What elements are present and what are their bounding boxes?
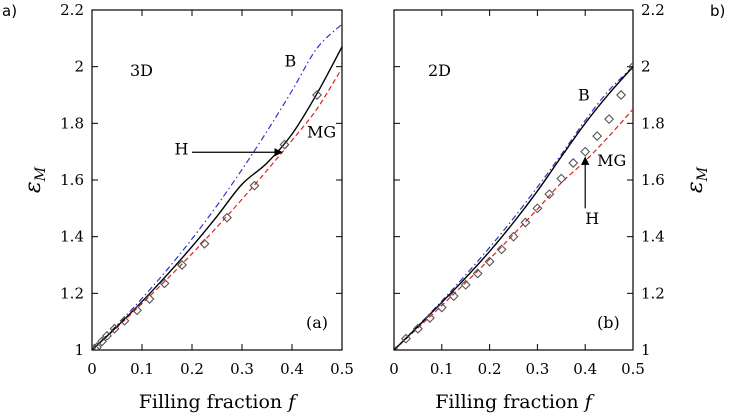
x-tick-label: 0.1 <box>130 360 154 378</box>
data-marker <box>568 158 579 168</box>
x-axis-title: Filling fraction f <box>139 391 298 413</box>
x-axis-title-var: f <box>286 391 298 413</box>
data-marker <box>144 294 155 304</box>
data-marker <box>394 345 399 350</box>
corner-label-right: b) <box>710 2 725 20</box>
y-tick-label: 1.2 <box>641 284 665 302</box>
data-marker <box>448 291 459 302</box>
x-axis-title: Filling fraction f <box>435 391 594 413</box>
y-tick-label: 1.2 <box>60 284 84 302</box>
series-line-b <box>394 66 633 350</box>
x-tick-label: 0.2 <box>478 360 502 378</box>
y-axis-title-symbol: ε <box>683 181 708 193</box>
data-marker <box>412 323 423 334</box>
data-marker <box>496 244 507 255</box>
data-marker <box>580 146 591 157</box>
y-axis-title-symbol: ε <box>21 181 46 193</box>
data-marker <box>472 268 483 279</box>
y-tick-label: 1 <box>74 341 84 359</box>
x-axis-title-text: Filling fraction <box>139 391 288 413</box>
y-axis-title: εM <box>683 166 711 193</box>
y-tick-label: 1 <box>641 341 651 359</box>
x-tick-label: 0.5 <box>330 360 354 378</box>
x-tick-label: 0.3 <box>525 360 549 378</box>
data-marker <box>199 238 210 249</box>
series-line-h <box>92 46 342 350</box>
data-marker <box>460 279 471 290</box>
data-marker <box>312 90 322 100</box>
data-marker <box>92 343 100 350</box>
data-marker <box>556 173 567 184</box>
x-axis-title-text: Filling fraction <box>435 391 584 413</box>
panel-3d: 0 0.1 0.2 0.3 0.4 0.5 1 1.2 1.4 1.6 1.8 2 2.2 Filling… <box>21 1 354 413</box>
data-marker <box>424 313 435 323</box>
dimension-label: 2D <box>428 61 451 80</box>
y-axis-title: εM <box>21 166 49 193</box>
data-marker <box>222 212 232 223</box>
data-marker <box>436 302 447 313</box>
annotation-label-mg: MG <box>597 151 626 170</box>
y-tick-label: 2.2 <box>641 1 665 19</box>
annotation-label-mg: MG <box>307 123 336 142</box>
data-marker <box>604 114 615 125</box>
y-tick-label: 1.4 <box>641 228 665 246</box>
y-tick-label: 2.2 <box>60 1 84 19</box>
y-axis-title-subscript: M <box>33 166 49 182</box>
x-tick-label: 0 <box>87 360 97 378</box>
panel-2d: 0 0.1 0.2 0.3 0.4 0.51 1.2 1.4 1.6 1.8 2 2.2 Filling… <box>389 1 711 413</box>
data-marker <box>132 305 142 316</box>
data-marker <box>616 90 627 100</box>
annotation-label-b: B <box>285 52 297 71</box>
x-tick-label: 0.5 <box>621 360 645 378</box>
corner-label-left: a) <box>2 2 17 20</box>
data-marker <box>92 342 102 350</box>
data-marker <box>544 189 555 200</box>
annotation-label-b: B <box>578 86 590 105</box>
x-tick-label: 0.4 <box>280 360 304 378</box>
data-marker <box>520 217 531 228</box>
x-tick-label: 0.4 <box>573 360 597 378</box>
data-marker <box>484 256 495 267</box>
y-tick-label: 1.8 <box>60 114 84 132</box>
data-marker <box>119 315 130 326</box>
panel-label: (b) <box>597 313 620 332</box>
x-tick-label: 0.1 <box>430 360 454 378</box>
data-marker <box>109 323 120 334</box>
data-marker <box>400 333 411 344</box>
y-tick-label: 2 <box>641 58 651 76</box>
data-marker <box>177 260 187 270</box>
y-tick-label: 1.6 <box>60 171 84 189</box>
panel-label: (a) <box>306 313 328 332</box>
data-marker <box>249 180 260 191</box>
y-tick-label: 1.4 <box>60 228 84 246</box>
data-marker <box>628 61 633 72</box>
series-line-h <box>394 66 633 350</box>
x-tick-label: 0 <box>389 360 399 378</box>
series-line-mg <box>92 67 342 350</box>
series-group <box>92 23 342 350</box>
y-tick-label: 1.8 <box>641 114 665 132</box>
annotation-label-h: H <box>175 140 189 159</box>
data-marker <box>279 139 290 150</box>
x-axis-title-var: f <box>583 391 595 413</box>
data-marker <box>102 330 112 341</box>
series-group <box>394 61 633 350</box>
x-tick-label: 0.3 <box>230 360 254 378</box>
x-tick-label: 0.2 <box>180 360 204 378</box>
series-line-b <box>92 23 342 350</box>
data-marker <box>532 203 543 214</box>
data-marker <box>592 131 603 142</box>
y-axis-title-subscript: M <box>695 166 711 182</box>
data-marker <box>159 278 170 289</box>
y-tick-label: 2 <box>74 58 84 76</box>
data-marker <box>97 336 107 347</box>
dimension-label: 3D <box>130 61 153 80</box>
annotation-label-h: H <box>585 209 599 228</box>
data-marker <box>508 231 519 242</box>
y-tick-label: 1.6 <box>641 171 665 189</box>
